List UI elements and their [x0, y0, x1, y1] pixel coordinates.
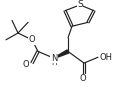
Text: H: H	[51, 60, 57, 66]
Text: N: N	[51, 54, 57, 63]
Text: O: O	[80, 74, 86, 83]
Polygon shape	[54, 50, 69, 58]
Text: S: S	[77, 0, 83, 9]
Text: O: O	[22, 60, 29, 69]
Text: OH: OH	[100, 53, 113, 62]
Text: O: O	[29, 35, 35, 44]
